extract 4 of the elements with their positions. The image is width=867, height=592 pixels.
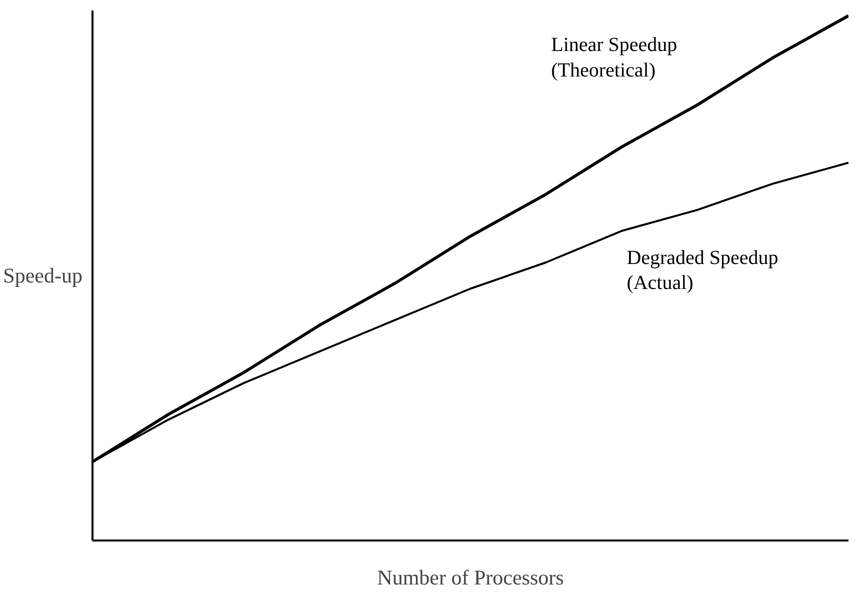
y-axis-title: Speed-up: [3, 264, 83, 288]
series-label: Degraded Speedup (Actual): [626, 246, 778, 294]
series-label: Linear Speedup (Theoretical): [551, 34, 678, 82]
x-axis-title: Number of Processors: [377, 566, 564, 590]
